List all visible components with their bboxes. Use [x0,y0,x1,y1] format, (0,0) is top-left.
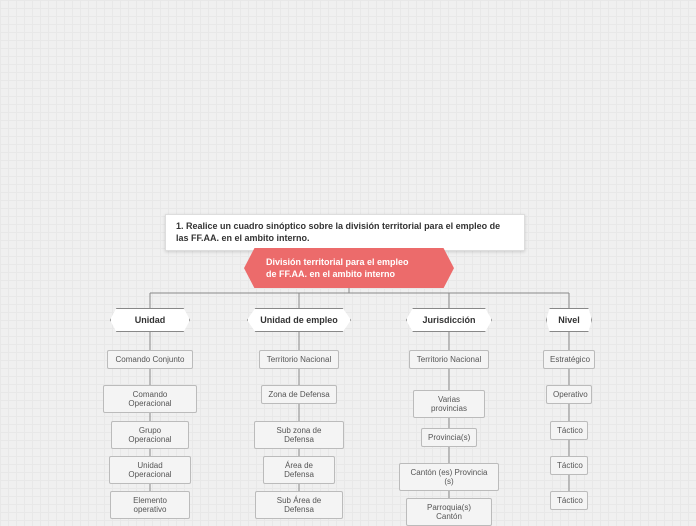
leaf-node: Comando Conjunto [107,350,193,369]
leaf-node: Unidad Operacional [109,456,191,484]
branch-node: Unidad de empleo [247,308,351,332]
leaf-node: Territorio Nacional [259,350,339,369]
root-line-2: de FF.AA. en el ambito interno [266,269,395,279]
leaf-node: Sub Área de Defensa [255,491,343,519]
leaf-node: Cantón (es) Provincia (s) [399,463,499,491]
root-node: División territorial para el empleo de F… [244,248,454,288]
branch-node: Jurisdicción [406,308,492,332]
leaf-node: Zona de Defensa [261,385,337,404]
diagram-title: 1. Realice un cuadro sinóptico sobre la … [165,214,525,251]
leaf-node: Territorio Nacional [409,350,489,369]
leaf-node: Operativo [546,385,592,404]
leaf-node: Comando Operacional [103,385,197,413]
leaf-node: Parroquia(s) Cantón [406,498,492,526]
leaf-node: Grupo Operacional [111,421,189,449]
root-line-1: División territorial para el empleo [266,257,409,267]
leaf-node: Elemento operativo [110,491,190,519]
branch-node: Unidad [110,308,190,332]
leaf-node: Varias provincias [413,390,485,418]
leaf-node: Área de Defensa [263,456,335,484]
leaf-node: Provincia(s) [421,428,477,447]
leaf-node: Táctico [550,421,588,440]
branch-node: Nivel [546,308,592,332]
leaf-node: Táctico [550,456,588,475]
leaf-node: Estratégico [543,350,595,369]
leaf-node: Táctico [550,491,588,510]
leaf-node: Sub zona de Defensa [254,421,344,449]
